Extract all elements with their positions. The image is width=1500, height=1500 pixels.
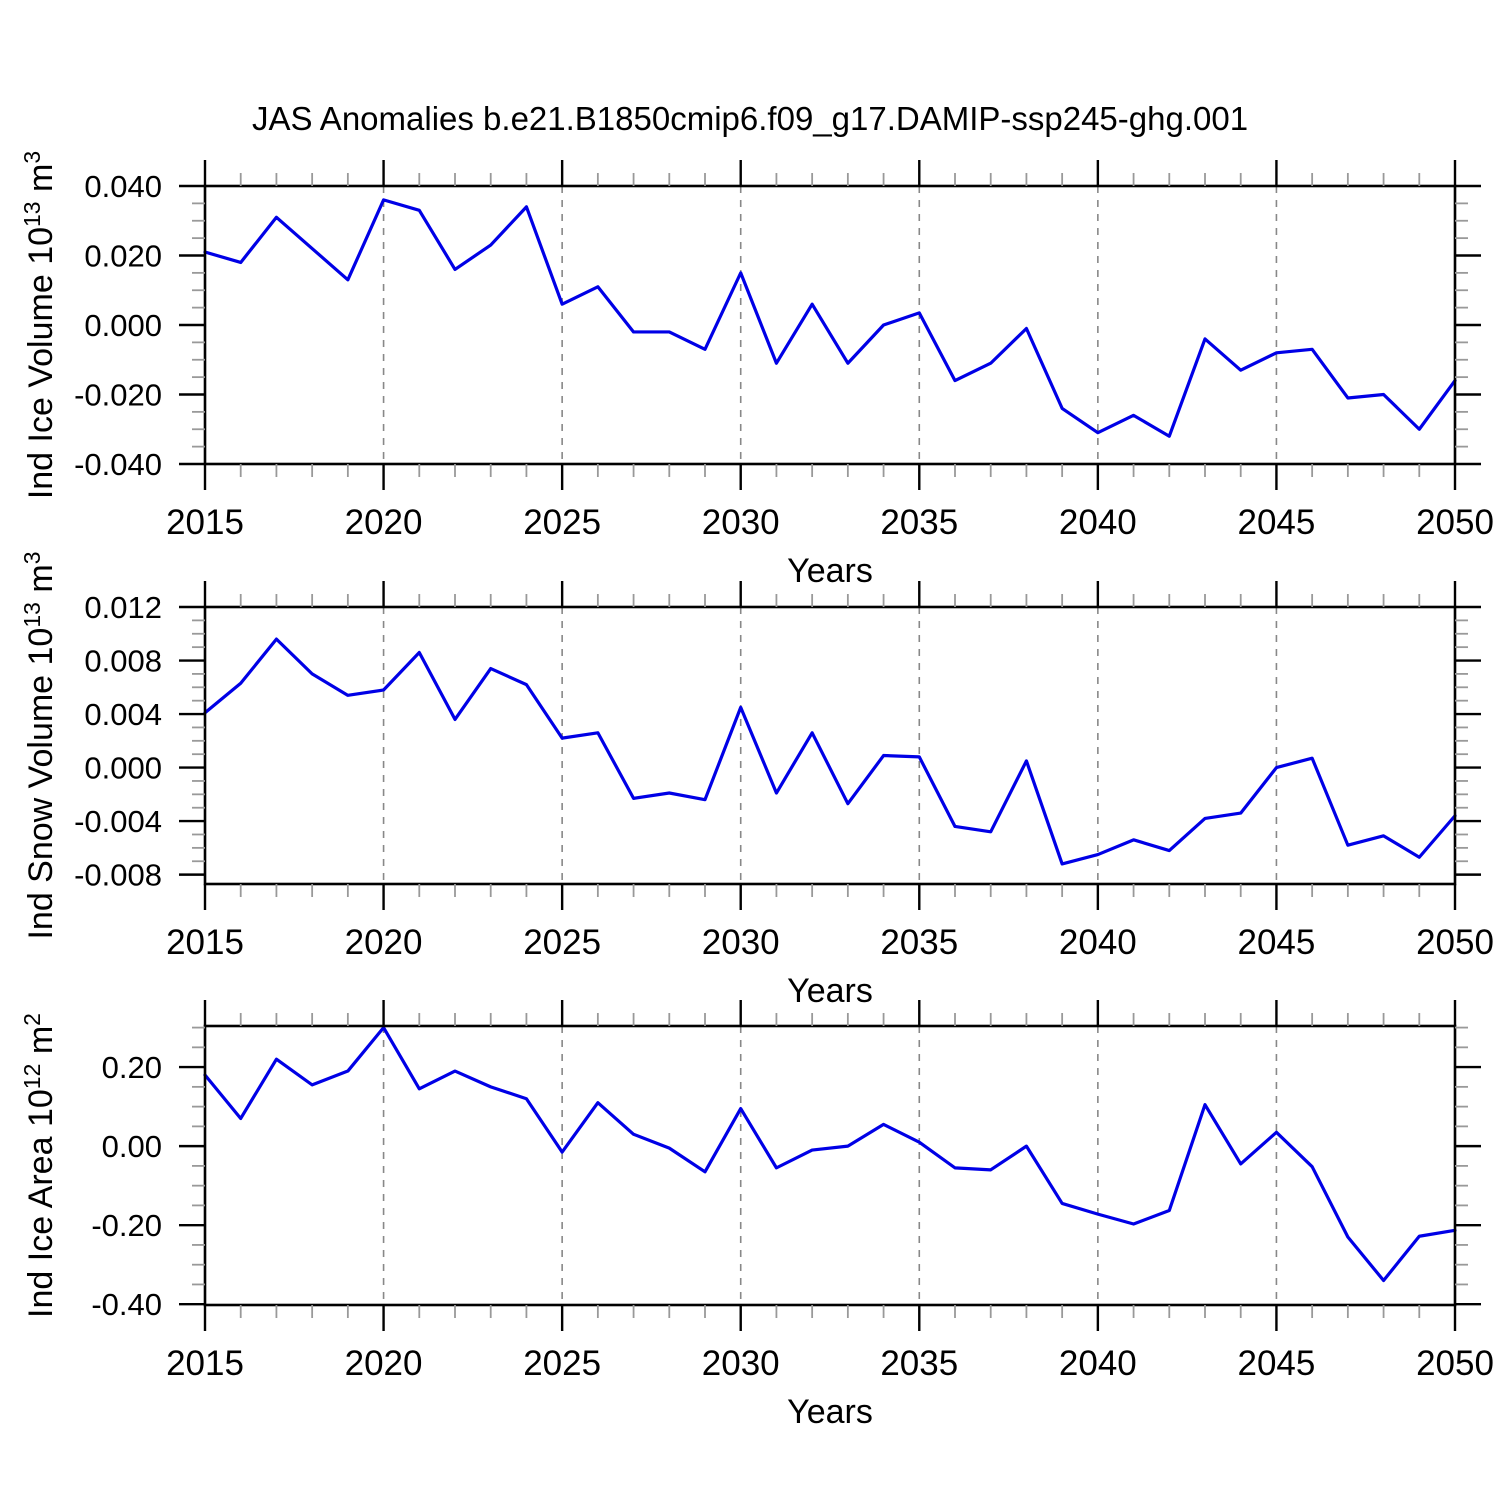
y-axis-title: Ind Ice Volume 1013 m3 — [19, 151, 60, 499]
y-tick-label: 0.004 — [84, 697, 162, 732]
x-tick-label: 2015 — [166, 1344, 244, 1383]
x-tick-label: 2050 — [1416, 1344, 1494, 1383]
x-tick-label: 2035 — [880, 923, 958, 962]
x-tick-label: 2040 — [1059, 1344, 1137, 1383]
x-tick-label: 2045 — [1237, 923, 1315, 962]
panel-ice-volume: 2015 2020 2025 2030 2035 2040 2045 2050 0.040 0.0… — [19, 151, 1494, 590]
y-tick-label: 0.20 — [102, 1050, 162, 1085]
x-tick-label: 2015 — [166, 923, 244, 962]
y-tick-label: 0.00 — [102, 1129, 162, 1164]
plot-box — [203, 605, 1457, 886]
x-tick-label: 2020 — [345, 1344, 423, 1383]
x-tick-label: 2025 — [523, 503, 601, 542]
y-tick-label: -0.20 — [91, 1208, 162, 1243]
plot-box — [203, 184, 1457, 466]
y-tick-label: 0.008 — [84, 644, 162, 679]
chart-title: JAS Anomalies b.e21.B1850cmip6.f09_g17.D… — [251, 100, 1249, 137]
panel-ice-area: 2015 2020 2025 2030 2035 2040 2045 2050 0.20 0.00… — [19, 1000, 1494, 1431]
y-tick-label: 0.012 — [84, 590, 162, 625]
x-tick-label: 2030 — [702, 503, 780, 542]
y-axis-title: Ind Ice Area 1012 m2 — [19, 1013, 60, 1318]
y-tick-label: -0.40 — [91, 1287, 162, 1322]
x-tick-label: 2025 — [523, 1344, 601, 1383]
x-axis-title: Years — [787, 552, 873, 590]
y-tick-label: 0.000 — [84, 751, 162, 786]
x-tick-label: 2050 — [1416, 923, 1494, 962]
x-tick-label: 2045 — [1237, 503, 1315, 542]
y-tick-label: -0.008 — [74, 858, 162, 893]
x-tick-label: 2020 — [345, 923, 423, 962]
y-tick-label: -0.020 — [74, 378, 162, 413]
x-axis-title: Years — [787, 1393, 873, 1431]
series-line-ice-volume — [203, 198, 1457, 438]
x-tick-label: 2035 — [880, 503, 958, 542]
y-tick-label: -0.040 — [74, 447, 162, 482]
series-line-ice-area — [203, 1025, 1457, 1283]
panel-snow-volume: 2015 2020 2025 2030 2035 2040 2045 2050 0.012 0.0… — [19, 551, 1494, 1010]
y-tick-label: -0.004 — [74, 804, 162, 839]
x-tick-label: 2040 — [1059, 923, 1137, 962]
x-tick-label: 2030 — [702, 923, 780, 962]
series-line-snow-volume — [203, 637, 1457, 866]
y-tick-label: 0.000 — [84, 308, 162, 343]
x-tick-label: 2050 — [1416, 503, 1494, 542]
plot-box — [203, 1024, 1457, 1307]
x-tick-label: 2030 — [702, 1344, 780, 1383]
y-tick-label: 0.020 — [84, 239, 162, 274]
x-tick-label: 2045 — [1237, 1344, 1315, 1383]
y-axis-title: Ind Snow Volume 1013 m3 — [19, 551, 60, 939]
x-tick-label: 2040 — [1059, 503, 1137, 542]
x-tick-label: 2035 — [880, 1344, 958, 1383]
x-tick-label: 2020 — [345, 503, 423, 542]
x-tick-label: 2025 — [523, 923, 601, 962]
y-tick-label: 0.040 — [84, 169, 162, 204]
x-axis-title: Years — [787, 972, 873, 1010]
x-tick-label: 2015 — [166, 503, 244, 542]
